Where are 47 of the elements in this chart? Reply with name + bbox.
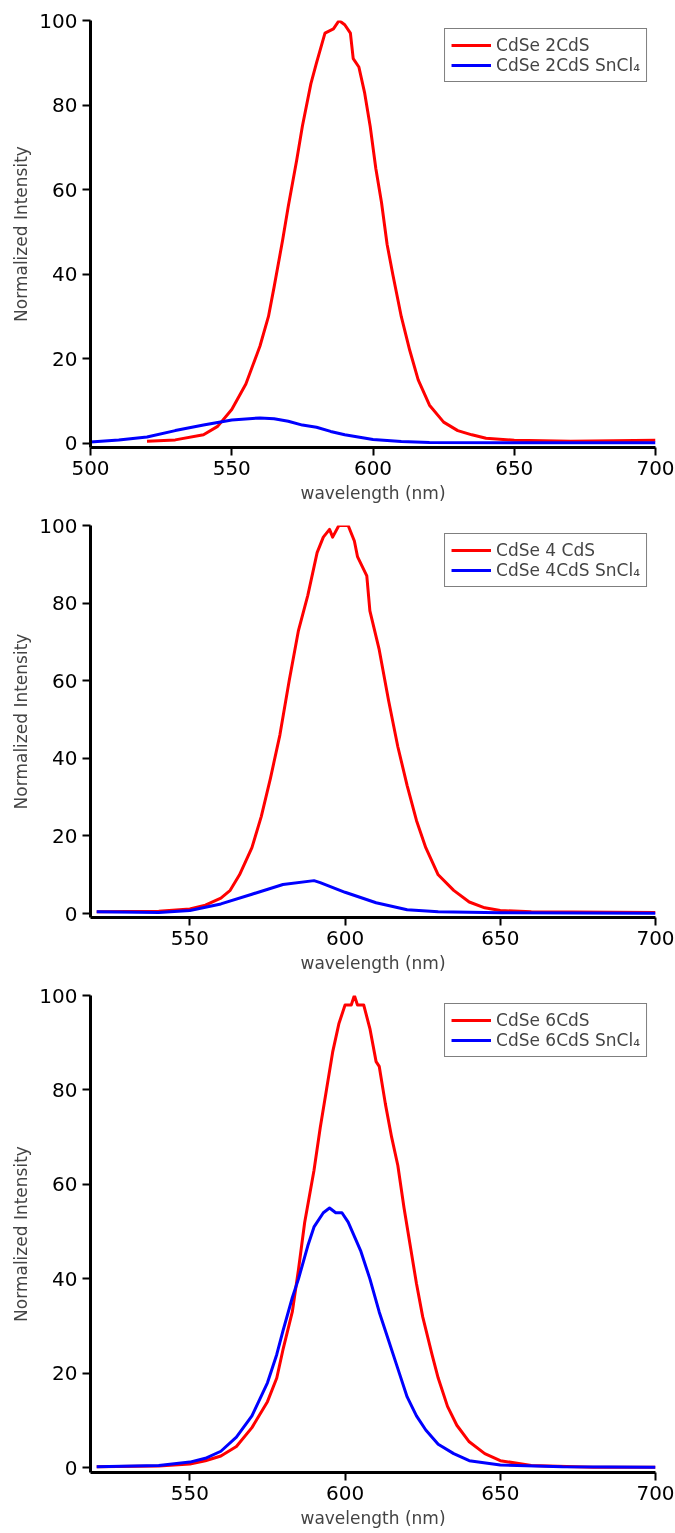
- y-tick-label: 80: [52, 1077, 78, 1102]
- x-axis-title: wavelength (nm): [300, 482, 446, 503]
- y-tick-label: 40: [52, 746, 78, 771]
- y-tick-label: 60: [52, 1172, 78, 1197]
- y-tick-label: 0: [64, 431, 78, 456]
- line-series: [90, 416, 656, 445]
- x-tick-label: 650: [481, 1480, 520, 1505]
- y-tick-label: 20: [52, 824, 78, 848]
- y-tick-label: 100: [39, 983, 78, 1008]
- x-axis-title: wavelength (nm): [300, 1507, 446, 1528]
- legend-label: CdSe 2CdS: [496, 35, 590, 55]
- y-tick-label: 60: [52, 177, 78, 202]
- line-series: [95, 1206, 656, 1469]
- x-tick-label: 600: [325, 1480, 365, 1505]
- x-tick-label: 650: [481, 925, 520, 950]
- y-axis-title: Normalized Intensity: [11, 633, 32, 810]
- x-tick-label: 700: [636, 1480, 675, 1505]
- y-tick-label: 100: [39, 513, 78, 538]
- legend-label: CdSe 6CdS SnCl₄: [496, 1030, 640, 1050]
- legend-label: CdSe 6CdS: [496, 1010, 590, 1030]
- x-tick-label: 550: [170, 925, 209, 950]
- x-tick-label: 700: [636, 925, 675, 950]
- y-tick-label: 60: [52, 668, 78, 693]
- y-tick-label: 0: [64, 901, 78, 926]
- x-tick-label: 550: [212, 455, 251, 480]
- legend-label: CdSe 4CdS SnCl₄: [496, 560, 640, 580]
- y-axis-title: Normalized Intensity: [11, 1146, 32, 1322]
- y-tick-label: 100: [39, 8, 78, 33]
- x-axis-title: wavelength (nm): [300, 952, 446, 973]
- x-tick-label: 600: [353, 455, 393, 480]
- y-axis-title: Normalized Intensity: [11, 146, 32, 322]
- y-tick-label: 20: [52, 346, 78, 371]
- y-tick-label: 40: [52, 1266, 78, 1291]
- x-tick-label: 650: [495, 455, 534, 480]
- legend-label: CdSe 4 CdS: [496, 540, 596, 560]
- y-tick-label: 80: [52, 591, 78, 616]
- line-series: [95, 879, 656, 915]
- x-tick-label: 500: [71, 455, 110, 480]
- x-tick-label: 550: [170, 1480, 209, 1505]
- y-tick-label: 20: [52, 1361, 78, 1386]
- line-series: [145, 20, 656, 443]
- y-tick-label: 0: [64, 1455, 78, 1480]
- x-tick-label: 700: [636, 455, 675, 480]
- y-tick-label: 80: [52, 93, 78, 118]
- legend-label: CdSe 2CdS SnCl₄: [496, 55, 640, 75]
- x-tick-label: 600: [325, 925, 365, 950]
- y-tick-label: 40: [52, 262, 78, 287]
